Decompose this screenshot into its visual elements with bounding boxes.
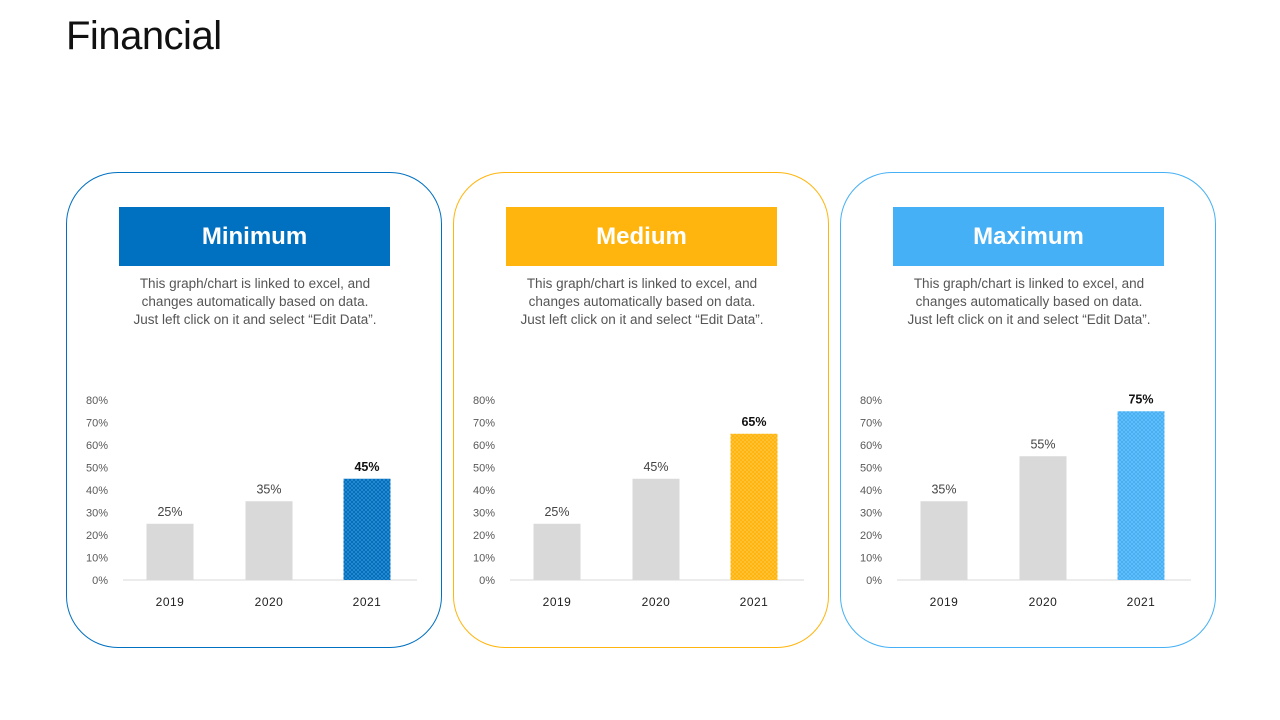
x-tick-label-2021: 2021	[353, 595, 382, 609]
y-tick-label: 10%	[860, 553, 882, 565]
y-tick-label: 50%	[860, 463, 882, 475]
card-header-maximum: Maximum	[893, 207, 1164, 266]
data-label-2019: 25%	[157, 505, 182, 519]
bar-2019[interactable]	[920, 501, 968, 580]
x-tick-label-2020: 2020	[255, 595, 284, 609]
y-tick-label: 0%	[866, 575, 882, 587]
x-tick-label-2019: 2019	[156, 595, 185, 609]
y-tick-label: 0%	[92, 575, 108, 587]
bar-2019[interactable]	[146, 523, 194, 580]
card-minimum: Minimum This graph/chart is linked to ex…	[66, 172, 442, 648]
bar-chart-maximum[interactable]: 0% 10% 20% 30% 40% 50% 60% 70% 80% 35% 2019 55% 2020…	[841, 383, 1217, 623]
bar-2020[interactable]	[245, 501, 293, 580]
y-tick-label: 70%	[473, 418, 495, 430]
data-label-2019: 35%	[931, 482, 956, 496]
x-tick-label-2020: 2020	[642, 595, 671, 609]
x-tick-label-2019: 2019	[543, 595, 572, 609]
bar-chart-medium[interactable]: 0% 10% 20% 30% 40% 50% 60% 70% 80% 25% 2019 45% 2020…	[454, 383, 830, 623]
y-tick-label: 80%	[473, 395, 495, 407]
data-label-2021: 75%	[1128, 392, 1153, 406]
card-description: This graph/chart is linked to excel, and…	[133, 276, 377, 327]
bar-2021[interactable]	[343, 478, 391, 580]
bar-2021[interactable]	[730, 433, 778, 580]
y-tick-label: 50%	[473, 463, 495, 475]
card-maximum: Maximum This graph/chart is linked to ex…	[840, 172, 1216, 648]
data-label-2019: 25%	[544, 505, 569, 519]
data-label-2021: 45%	[354, 460, 379, 474]
y-tick-label: 20%	[860, 530, 882, 542]
y-tick-label: 40%	[860, 485, 882, 497]
bar-2020[interactable]	[632, 478, 680, 580]
x-tick-label-2021: 2021	[1127, 595, 1156, 609]
y-tick-label: 20%	[473, 530, 495, 542]
bar-2020[interactable]	[1019, 456, 1067, 580]
y-tick-label: 60%	[860, 440, 882, 452]
x-tick-label-2020: 2020	[1029, 595, 1058, 609]
x-tick-label-2021: 2021	[740, 595, 769, 609]
bar-2021[interactable]	[1117, 411, 1165, 580]
y-tick-label: 50%	[86, 463, 108, 475]
y-tick-label: 30%	[860, 508, 882, 520]
y-tick-label: 40%	[86, 485, 108, 497]
y-tick-label: 80%	[860, 395, 882, 407]
bar-2019[interactable]	[533, 523, 581, 580]
y-tick-label: 80%	[86, 395, 108, 407]
page-title: Financial	[66, 14, 222, 58]
y-tick-label: 20%	[86, 530, 108, 542]
y-tick-label: 70%	[860, 418, 882, 430]
data-label-2020: 55%	[1030, 437, 1055, 451]
y-tick-label: 40%	[473, 485, 495, 497]
x-tick-label-2019: 2019	[930, 595, 959, 609]
card-description: This graph/chart is linked to excel, and…	[520, 276, 764, 327]
y-tick-label: 0%	[479, 575, 495, 587]
data-label-2021: 65%	[741, 415, 766, 429]
data-label-2020: 45%	[643, 460, 668, 474]
card-header-minimum: Minimum	[119, 207, 390, 266]
data-label-2020: 35%	[256, 482, 281, 496]
y-tick-label: 10%	[86, 553, 108, 565]
y-tick-label: 30%	[473, 508, 495, 520]
card-header-medium: Medium	[506, 207, 777, 266]
y-tick-label: 60%	[473, 440, 495, 452]
bar-chart-minimum[interactable]: 0% 10% 20% 30% 40% 50% 60% 70% 80% 25% 2019 35% 2020…	[67, 383, 443, 623]
y-tick-label: 70%	[86, 418, 108, 430]
y-tick-label: 60%	[86, 440, 108, 452]
y-tick-label: 30%	[86, 508, 108, 520]
card-medium: Medium This graph/chart is linked to exc…	[453, 172, 829, 648]
y-tick-label: 10%	[473, 553, 495, 565]
card-description: This graph/chart is linked to excel, and…	[907, 276, 1151, 327]
